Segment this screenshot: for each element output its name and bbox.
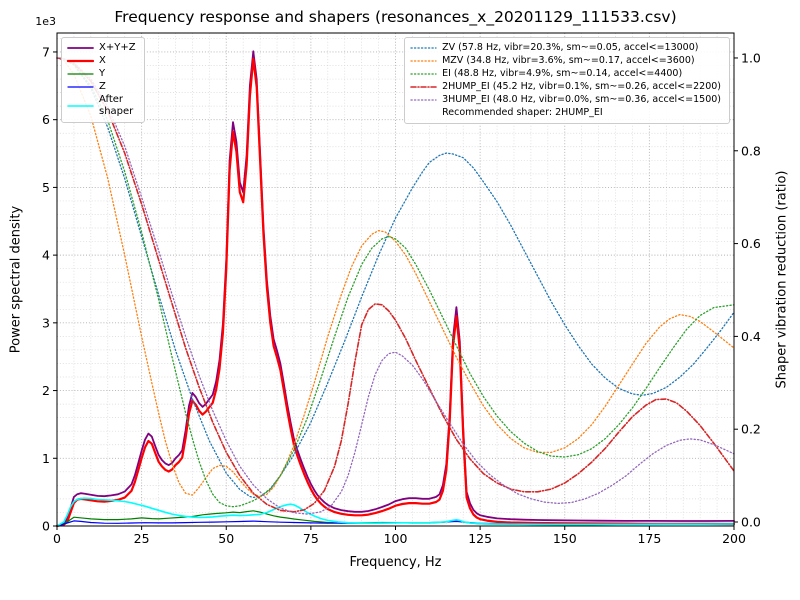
legend-item-label: X: [99, 55, 106, 66]
legend-item-label: MZV (34.8 Hz, vibr=3.6%, sm~=0.17, accel…: [442, 55, 695, 67]
legend-line-sample: [67, 86, 94, 88]
legend-line-sample: [67, 73, 94, 75]
shaper-legend: ZV (57.8 Hz, vibr=20.3%, sm~=0.05, accel…: [404, 37, 730, 124]
legend-item-label: After shaper: [99, 94, 134, 117]
legend-item-y: Y: [67, 68, 136, 80]
legend-item-label: Z: [99, 81, 106, 92]
legend-item-x: X: [67, 55, 136, 67]
legend-item-label: X+Y+Z: [99, 42, 136, 53]
x-axis-label: Frequency, Hz: [349, 555, 442, 570]
recommended-shaper-note: Recommended shaper: 2HUMP_EI: [410, 107, 721, 119]
legend-line-sample: [410, 60, 437, 62]
x-tick-label: 125: [468, 531, 492, 546]
legend-item-2hump-ei: 2HUMP_EI (45.2 Hz, vibr=0.1%, sm~=0.26, …: [410, 81, 721, 93]
x-tick-label: 100: [384, 531, 408, 546]
y-right-tick-label: 0.4: [741, 329, 761, 344]
legend-item-label: 2HUMP_EI (45.2 Hz, vibr=0.1%, sm~=0.26, …: [442, 81, 721, 93]
legend-line-sample: [410, 86, 437, 88]
legend-item-ei: EI (48.8 Hz, vibr=4.9%, sm~=0.14, accel<…: [410, 68, 721, 80]
y-left-tick-label: 7: [42, 44, 50, 59]
legend-line-sample: [410, 47, 437, 49]
y-right-tick-label: 0.0: [741, 515, 761, 530]
legend-item-label: EI (48.8 Hz, vibr=4.9%, sm~=0.14, accel<…: [442, 68, 683, 80]
legend-item-label: ZV (57.8 Hz, vibr=20.3%, sm~=0.05, accel…: [442, 42, 699, 54]
legend-blank-sample: [410, 107, 437, 119]
legend-item-after-shaper: After shaper: [67, 94, 136, 118]
x-tick-label: 200: [722, 531, 746, 546]
x-tick-label: 50: [218, 531, 234, 546]
y-left-tick-label: 1: [42, 451, 50, 466]
legend-line-sample: [410, 73, 437, 75]
legend-item-label: Recommended shaper: 2HUMP_EI: [442, 107, 603, 119]
y-left-tick-label: 4: [42, 248, 50, 263]
legend-item-mzv: MZV (34.8 Hz, vibr=3.6%, sm~=0.17, accel…: [410, 55, 721, 67]
x-tick-label: 175: [637, 531, 661, 546]
y-right-tick-label: 0.2: [741, 422, 761, 437]
y-left-tick-label: 3: [42, 315, 50, 330]
y-left-tick-label: 6: [42, 112, 50, 127]
y-left-tick-label: 0: [42, 519, 50, 534]
series-after-shaper-line: [56, 497, 735, 527]
series-3hump-ei-line: [56, 57, 735, 515]
y-left-tick-label: 5: [42, 180, 50, 195]
legend-line-sample: [67, 105, 94, 107]
y-right-tick-label: 1.0: [741, 50, 761, 65]
y-right-tick-label: 0.8: [741, 143, 761, 158]
legend-line-sample: [67, 59, 94, 63]
series-ei-line: [56, 57, 735, 508]
y-axis-offset-text: 1e3: [35, 15, 56, 28]
y-right-tick-label: 0.6: [741, 236, 761, 251]
series-2hump-ei-line: [56, 57, 735, 513]
series-mzv-line: [56, 57, 735, 498]
psd-legend: X+Y+Z X Y Z After shaper: [61, 37, 145, 123]
series-x-line: [55, 57, 736, 528]
x-tick-label: 25: [134, 531, 150, 546]
x-tick-label: 75: [303, 531, 319, 546]
chart-title: Frequency response and shapers (resonanc…: [114, 8, 677, 26]
x-tick-label: 0: [53, 531, 61, 546]
legend-item-xyz: X+Y+Z: [67, 42, 136, 54]
x-tick-label: 150: [553, 531, 577, 546]
legend-item-z: Z: [67, 81, 136, 93]
series-zv-line: [56, 57, 735, 499]
legend-item-label: Y: [99, 68, 106, 79]
legend-line-sample: [67, 47, 94, 49]
legend-line-sample: [410, 99, 437, 101]
legend-item-zv: ZV (57.8 Hz, vibr=20.3%, sm~=0.05, accel…: [410, 42, 721, 54]
y-left-tick-label: 2: [42, 383, 50, 398]
legend-item-label: 3HUMP_EI (48.0 Hz, vibr=0.0%, sm~=0.36, …: [442, 94, 721, 106]
legend-item-3hump-ei: 3HUMP_EI (48.0 Hz, vibr=0.0%, sm~=0.36, …: [410, 94, 721, 106]
